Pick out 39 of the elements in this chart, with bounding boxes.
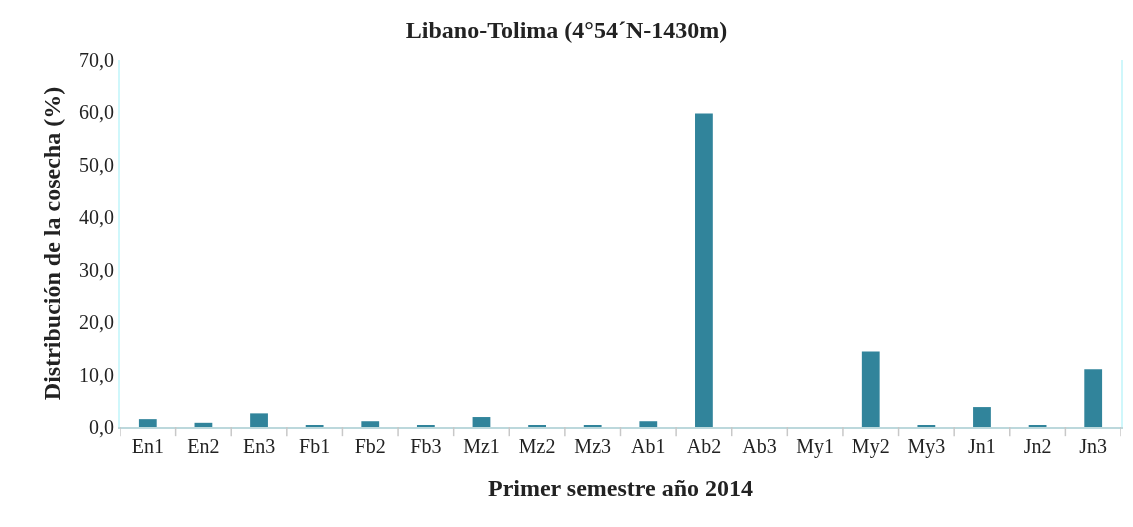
x-tick-label: Fb2 bbox=[354, 435, 386, 457]
x-tick-label: Fb1 bbox=[299, 435, 331, 457]
y-tick-label: 0,0 bbox=[89, 416, 114, 438]
x-tick-label: En2 bbox=[187, 435, 220, 457]
x-tick-label: Jn3 bbox=[1079, 435, 1108, 457]
bar bbox=[973, 407, 991, 427]
x-tick-label: Fb3 bbox=[410, 435, 442, 457]
y-tick-label: 10,0 bbox=[79, 363, 114, 386]
x-tick-label: En1 bbox=[131, 435, 164, 457]
bar bbox=[1084, 369, 1103, 427]
x-axis-title: Primer semestre año 2014 bbox=[487, 474, 754, 501]
bar bbox=[194, 422, 213, 427]
bar bbox=[639, 421, 658, 427]
x-tick-label: My3 bbox=[907, 435, 946, 458]
x-tick-label: Jn1 bbox=[968, 435, 996, 457]
y-tick-label: 30,0 bbox=[79, 258, 114, 281]
y-tick-label: 70,0 bbox=[79, 49, 114, 71]
x-tick-label: My2 bbox=[851, 435, 890, 458]
bar bbox=[250, 413, 268, 427]
bar bbox=[695, 113, 713, 427]
x-tick-label: Mz1 bbox=[463, 435, 500, 457]
y-tick-label: 60,0 bbox=[79, 101, 114, 124]
bar bbox=[472, 417, 491, 427]
bar bbox=[861, 351, 880, 427]
y-tick-label: 50,0 bbox=[79, 153, 114, 176]
chart-title: Libano-Tolima (4°54´N-1430m) bbox=[405, 16, 728, 43]
x-tick-label: En3 bbox=[242, 435, 276, 457]
bar bbox=[361, 421, 380, 427]
x-tick-label: Mz2 bbox=[518, 435, 556, 457]
x-tick-label: Mz3 bbox=[574, 435, 612, 457]
x-tick-label: My1 bbox=[796, 435, 835, 458]
bar bbox=[138, 419, 157, 427]
y-axis-title: Distribución de la cosecha (%) bbox=[38, 86, 65, 401]
x-tick-label: Ab3 bbox=[742, 435, 777, 457]
x-tick-label: Ab1 bbox=[631, 435, 666, 457]
x-tick-label: Ab2 bbox=[686, 435, 722, 457]
y-tick-label: 20,0 bbox=[79, 311, 114, 334]
x-tick-label: Jn2 bbox=[1023, 435, 1052, 457]
y-tick-label: 40,0 bbox=[79, 206, 114, 229]
